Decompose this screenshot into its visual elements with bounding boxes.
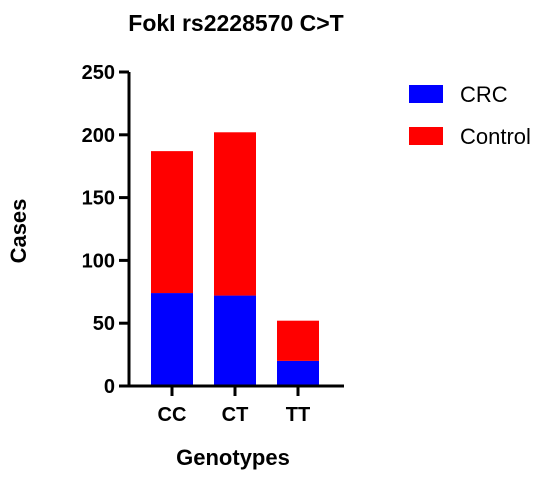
bar-crc-cc — [151, 293, 193, 386]
x-tick-label: TT — [286, 404, 310, 426]
x-tick-label: CC — [158, 404, 187, 426]
legend-label-crc: CRC — [460, 82, 508, 107]
y-tick-label: 250 — [82, 62, 115, 84]
y-tick-label: 100 — [82, 250, 115, 272]
x-axis-ticks: CC CT TT — [158, 386, 310, 426]
y-tick-label: 200 — [82, 125, 115, 147]
bar-control-ct — [214, 132, 256, 296]
chart-title: FokI rs2228570 C>T — [128, 10, 343, 36]
x-axis-title: Genotypes — [176, 445, 290, 470]
bar-control-cc — [151, 151, 193, 294]
x-tick-label: CT — [222, 404, 249, 426]
legend-label-control: Control — [460, 124, 531, 149]
plot-area — [151, 132, 319, 386]
y-tick-label: 50 — [93, 313, 115, 335]
y-tick-label: 0 — [104, 376, 115, 398]
y-axis-ticks: 0 50 100 150 200 250 — [82, 62, 129, 398]
bar-control-tt — [277, 320, 319, 361]
legend-swatch-crc — [409, 85, 443, 103]
legend: CRC Control — [409, 82, 531, 149]
y-axis-title: Cases — [6, 199, 31, 264]
legend-swatch-control — [409, 127, 443, 145]
bar-crc-ct — [214, 295, 256, 386]
bar-crc-tt — [277, 360, 319, 386]
y-tick-label: 150 — [82, 188, 115, 210]
